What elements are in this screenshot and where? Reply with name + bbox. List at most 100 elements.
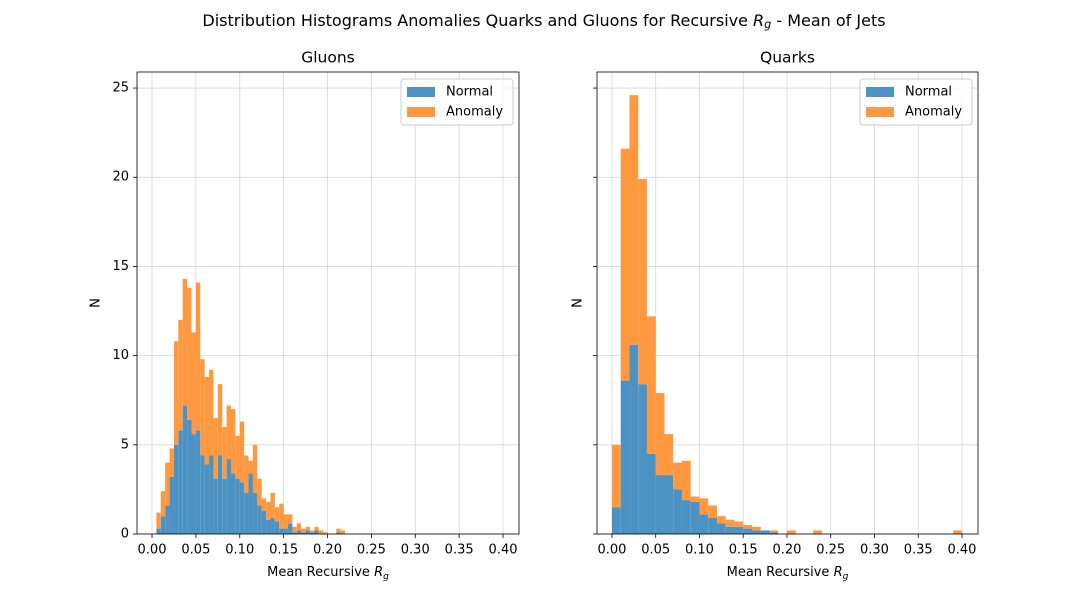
x-tick-label: 0.35 — [904, 543, 933, 558]
legend-swatch — [407, 87, 435, 97]
y-tick-label: 25 — [112, 81, 129, 96]
bar — [760, 530, 770, 534]
bar — [292, 526, 297, 533]
bar — [165, 505, 170, 534]
axes: 0.00 0.05 0.10 0.15 0.20 0.25 0.30 0.35 0.40 0 5 10… — [89, 49, 520, 582]
bar — [182, 405, 188, 534]
bar — [690, 496, 700, 502]
y-tick-label: 5 — [121, 437, 129, 452]
bar — [699, 498, 709, 515]
bar — [187, 419, 192, 534]
bar — [195, 430, 201, 534]
bar — [169, 448, 174, 477]
bar — [204, 464, 210, 534]
x-tick-label: 0.30 — [860, 543, 889, 558]
bar — [178, 430, 183, 534]
bar — [309, 532, 315, 534]
bar — [226, 459, 231, 534]
bar — [716, 516, 726, 524]
legend-swatch — [866, 87, 894, 97]
bar — [217, 384, 223, 456]
x-tick-label: 0.10 — [225, 543, 254, 558]
x-tick-label: 0.15 — [729, 543, 758, 558]
bar — [283, 514, 289, 529]
bar — [257, 478, 262, 506]
bar — [309, 530, 315, 533]
bar — [323, 532, 328, 534]
y-axis-label: N — [571, 298, 586, 308]
bar — [244, 492, 249, 534]
bar — [708, 517, 717, 534]
bar — [646, 316, 656, 454]
bar — [191, 434, 196, 534]
bar — [288, 514, 293, 524]
bar — [813, 530, 822, 534]
axes-frame — [136, 71, 520, 535]
bar — [305, 526, 310, 531]
bar — [769, 530, 779, 533]
x-tick-label: 0.25 — [816, 543, 845, 558]
bar — [200, 359, 205, 456]
x-axis-label: Mean Recursive Rg — [267, 565, 389, 582]
bar — [751, 530, 761, 534]
legend-swatch — [866, 107, 894, 117]
bar — [296, 523, 302, 531]
x-tick-label: 0.15 — [269, 543, 298, 558]
bar — [751, 526, 761, 531]
bar — [611, 507, 621, 534]
legend-swatch — [407, 107, 435, 117]
bar — [743, 528, 752, 534]
x-tick-label: 0.35 — [445, 543, 474, 558]
bar — [274, 507, 280, 522]
bar — [279, 503, 284, 529]
bar — [266, 519, 271, 534]
bar — [336, 532, 341, 534]
bar — [213, 418, 218, 479]
bar — [638, 384, 647, 534]
bar — [248, 473, 253, 534]
bar — [204, 377, 210, 465]
bar — [681, 500, 691, 534]
bar — [270, 492, 275, 518]
x-tick-label: 0.25 — [357, 543, 386, 558]
bar — [629, 95, 639, 345]
bar — [252, 492, 258, 534]
bar — [288, 523, 293, 534]
bar — [769, 532, 779, 534]
bar — [160, 516, 166, 534]
axes-title: Quarks — [760, 49, 815, 67]
bar — [173, 444, 179, 534]
x-tick-label: 0.40 — [948, 543, 977, 558]
bar — [235, 435, 240, 479]
bar — [239, 482, 245, 534]
bar — [209, 369, 214, 456]
bar — [655, 393, 665, 476]
bar — [217, 455, 223, 534]
bar — [230, 409, 236, 474]
bar — [301, 532, 306, 534]
x-tick-label: 0.05 — [181, 543, 210, 558]
legend-label: Normal — [446, 85, 493, 100]
bar — [664, 475, 674, 534]
bar — [673, 462, 682, 490]
bar — [169, 476, 174, 534]
bar — [301, 528, 306, 533]
x-tick-label: 0.10 — [685, 543, 714, 558]
bar — [681, 460, 691, 501]
bar — [340, 530, 346, 534]
bar — [646, 453, 656, 534]
bar — [953, 530, 962, 534]
bar — [266, 501, 271, 520]
bar — [743, 525, 752, 529]
bar — [252, 444, 258, 493]
x-tick-label: 0.05 — [641, 543, 670, 558]
x-tick-label: 0.00 — [138, 543, 167, 558]
y-tick-label: 15 — [112, 259, 129, 274]
bar — [274, 521, 280, 534]
x-tick-label: 0.00 — [597, 543, 626, 558]
bar — [629, 344, 639, 534]
bar — [708, 505, 717, 518]
bar — [173, 341, 179, 445]
bar — [734, 526, 744, 534]
legend-label: Normal — [905, 85, 952, 100]
